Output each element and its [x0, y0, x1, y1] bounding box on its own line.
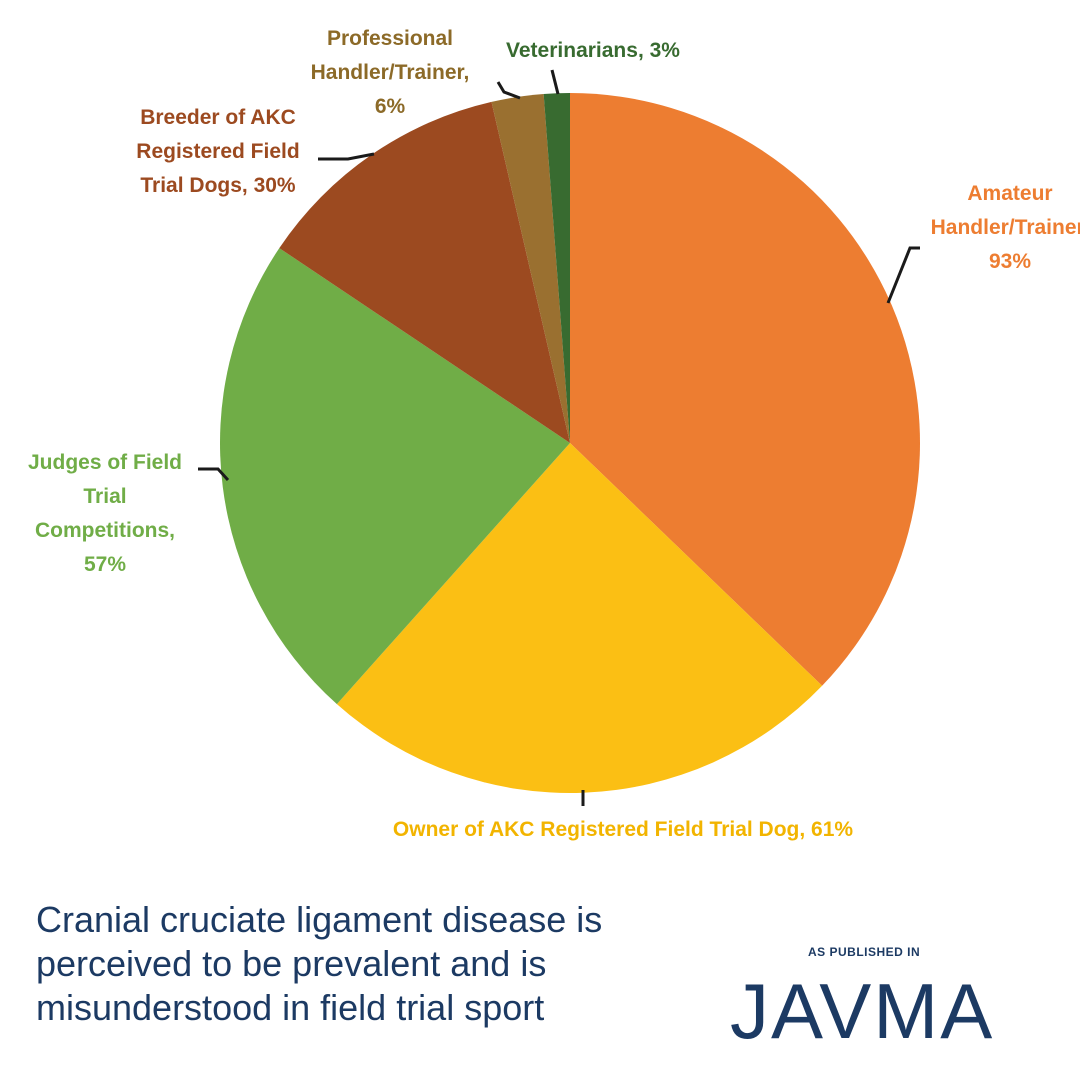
slice-label-4-line-2: 6%: [375, 95, 406, 118]
leader-line-2: [198, 467, 230, 482]
pie-slices: [220, 93, 920, 794]
caption-line-2: perceived to be prevalent and is: [36, 943, 547, 984]
pie-slice-5: [543, 93, 570, 443]
slice-label-0-line-0: Amateur: [967, 182, 1052, 205]
slice-label-4-line-0: Professional: [327, 27, 453, 50]
leader-line-3: [318, 152, 375, 161]
slice-label-5: Veterinarians, 3%: [506, 39, 680, 62]
pie-slice-4: [491, 93, 570, 443]
leader-line-4: [496, 81, 521, 100]
slice-label-0-line-2: 93%: [989, 250, 1031, 273]
pie-slice-0: [570, 93, 920, 686]
slice-label-4: Professional Handler/Trainer, 6%: [311, 27, 470, 118]
slice-label-4-line-1: Handler/Trainer,: [311, 61, 470, 84]
caption: Cranial cruciate ligament disease is per…: [36, 898, 696, 1030]
leader-line-5: [550, 69, 560, 95]
caption-line-1: Cranial cruciate ligament disease is: [36, 899, 603, 940]
caption-line-3: misunderstood in field trial sport: [36, 987, 545, 1028]
slice-label-3-line-0: Breeder of AKC: [140, 106, 296, 129]
slice-labels: Amateur Handler/Trainer, 93% Owner of AKC R…: [28, 27, 1080, 841]
slice-label-2-line-3: 57%: [84, 553, 126, 576]
slice-label-0: Amateur Handler/Trainer, 93%: [931, 182, 1080, 273]
leader-line-0: [886, 246, 920, 304]
pie-slice-3: [279, 101, 570, 444]
slice-label-2-line-2: Competitions,: [35, 519, 175, 542]
slice-label-2-line-1: Trial: [83, 485, 126, 508]
slice-label-0-line-1: Handler/Trainer,: [931, 216, 1080, 239]
slice-label-1-line-0: Owner of AKC Registered Field Trial Dog,…: [393, 818, 853, 841]
published-in-label: AS PUBLISHED IN: [808, 945, 921, 959]
slice-label-3-line-1: Registered Field: [136, 140, 299, 163]
slice-label-3-line-2: Trial Dogs, 30%: [140, 174, 296, 197]
javma-logo-text: JAVMA: [730, 970, 994, 1046]
pie-slice-2: [220, 248, 570, 705]
pie-slice-1: [336, 443, 823, 794]
slice-label-2: Judges of Field Trial Competitions, 57%: [28, 451, 182, 576]
slice-label-1: Owner of AKC Registered Field Trial Dog,…: [393, 818, 853, 841]
slice-label-5-line-0: Veterinarians, 3%: [506, 39, 680, 62]
slice-label-3: Breeder of AKC Registered Field Trial Dogs…: [136, 106, 299, 197]
pie-chart: Amateur Handler/Trainer, 93% Owner of AKC R…: [28, 27, 1080, 841]
javma-logo: JAVMA: [730, 970, 994, 1046]
leader-lines: [198, 69, 920, 806]
slice-label-2-line-0: Judges of Field: [28, 451, 182, 474]
